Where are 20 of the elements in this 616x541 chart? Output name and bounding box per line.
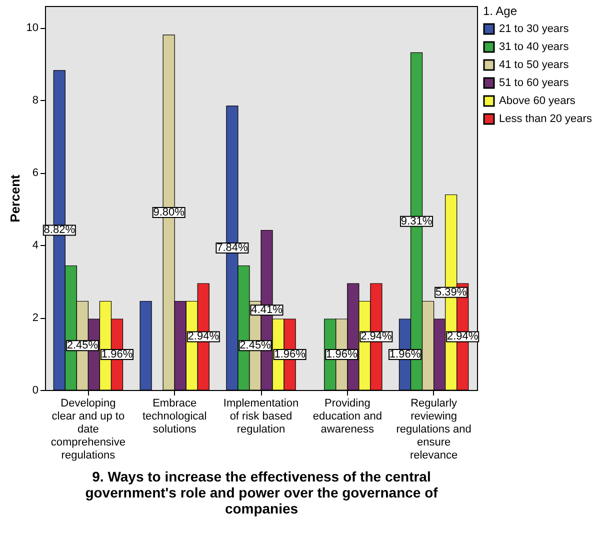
x-tick-label: Developing clear and up to date comprehensive regulations — [50, 398, 126, 462]
x-tick-label: Providing education and awareness — [312, 398, 382, 436]
y-tick-label: 6 — [32, 167, 38, 180]
legend-label: 21 to 30 years — [499, 23, 570, 35]
x-tick-label: Implementation of risk based regulation — [223, 398, 299, 436]
legend-label: 41 to 50 years — [499, 59, 570, 71]
y-tick-label: 8 — [32, 94, 38, 107]
y-tick-label: 10 — [26, 22, 38, 34]
legend-label: Above 60 years — [499, 95, 576, 107]
legend-title: 1. Age — [483, 4, 518, 18]
legend-label: Less than 20 years — [499, 113, 592, 125]
x-axis-title: 9. Ways to increase the effectiveness of the central government's role and power over the governance of companies — [85, 468, 438, 516]
y-tick-label: 2 — [32, 312, 38, 324]
legend-label: 31 to 40 years — [499, 41, 570, 53]
y-tick-label: 0 — [32, 384, 38, 396]
y-tick-label: 4 — [32, 240, 38, 252]
y-axis-title: Percent — [7, 174, 22, 222]
legend-label: 51 to 60 years — [499, 77, 570, 89]
x-tick-label: Regularly reviewing regulations and ensure relevance — [396, 398, 472, 462]
x-tick-label: Embrace technological solutions — [142, 398, 207, 436]
